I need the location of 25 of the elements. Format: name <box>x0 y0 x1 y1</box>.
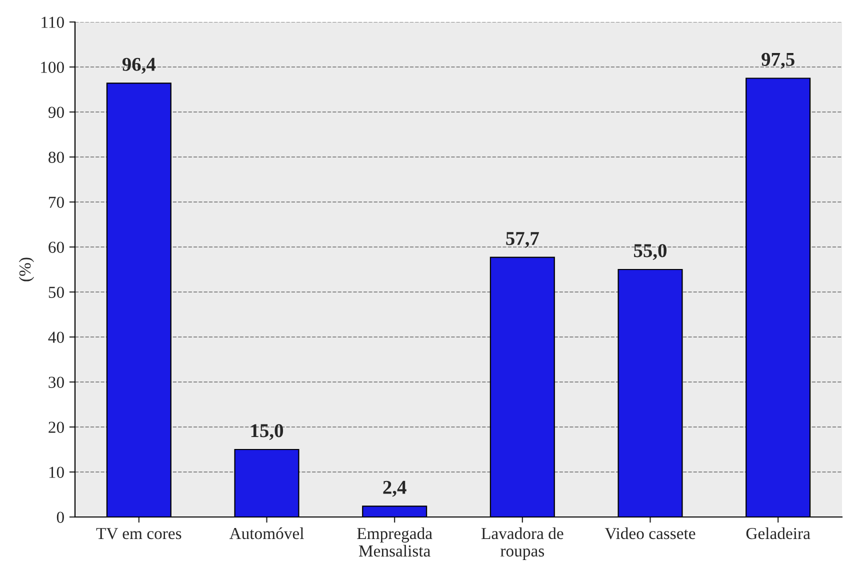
data-label: 57,7 <box>506 232 539 248</box>
x-tick-label: Video cassete <box>604 527 696 540</box>
y-tick-label: 10 <box>49 466 64 478</box>
x-tick-label: Geladeira <box>746 527 810 540</box>
y-tick-label: 30 <box>48 376 64 388</box>
y-tick-label: 50 <box>48 286 64 298</box>
y-tick-label: 100 <box>41 62 64 73</box>
data-label: 2,4 <box>383 480 406 497</box>
data-label: 96,4 <box>122 58 156 74</box>
x-tick-label: Empregada Mensalista <box>357 527 432 557</box>
data-label: 15,0 <box>251 424 284 440</box>
y-tick-label: 0 <box>56 512 64 523</box>
y-tick-label: 90 <box>48 106 64 118</box>
x-tick-label: Automóvel <box>229 527 304 540</box>
x-tick-label: TV em cores <box>96 528 182 540</box>
x-tick-label: Lavadora de roupas <box>481 527 564 560</box>
y-axis-title: (%) <box>18 258 34 282</box>
data-label: 55,0 <box>634 244 667 260</box>
data-label: 97,5 <box>762 52 794 69</box>
y-tick-label: 70 <box>49 196 64 208</box>
y-tick-label: 110 <box>42 16 64 28</box>
y-tick-label: 20 <box>48 422 64 433</box>
y-tick-label: 40 <box>48 332 64 343</box>
y-tick-label: 60 <box>48 242 64 253</box>
y-tick-label: 80 <box>48 152 64 163</box>
